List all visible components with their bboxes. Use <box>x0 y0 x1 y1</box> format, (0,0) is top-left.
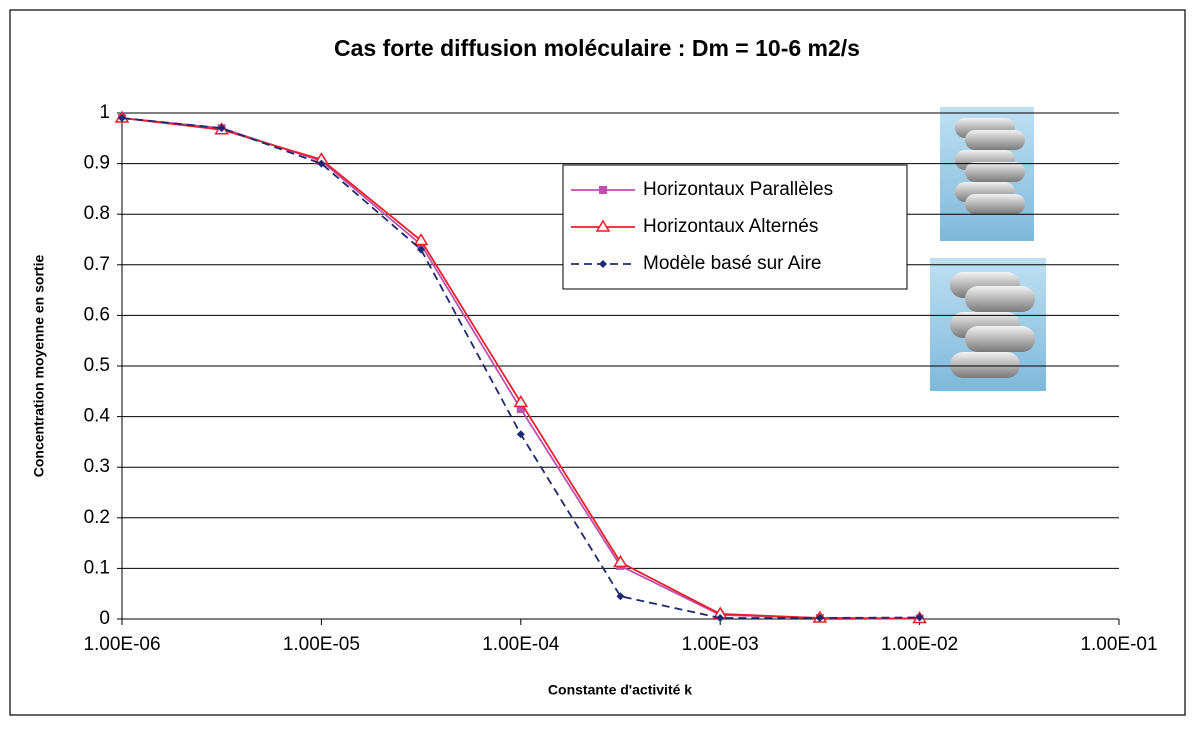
y-tick-label: 0.2 <box>84 507 110 528</box>
y-tick-label: 0.7 <box>84 254 110 275</box>
y-tick-label: 0.9 <box>84 153 110 174</box>
marker <box>516 405 525 414</box>
y-tick-label: 0.1 <box>84 557 110 578</box>
y-tick-label: 1 <box>99 102 110 123</box>
marker <box>217 124 226 133</box>
legend-marker <box>599 186 607 194</box>
y-tick-label: 0.5 <box>84 355 110 376</box>
marker <box>417 245 426 254</box>
marker <box>815 613 824 622</box>
x-tick-label: 1.00E-02 <box>881 634 958 655</box>
x-tick-label: 1.00E-04 <box>482 634 560 655</box>
legend-label: Horizontaux Alternés <box>643 216 818 237</box>
marker <box>616 592 625 601</box>
y-tick-label: 0 <box>99 608 110 629</box>
y-tick-label: 0.8 <box>84 203 110 224</box>
legend-marker <box>599 260 607 268</box>
marker <box>317 159 326 168</box>
marker <box>413 233 429 246</box>
x-tick-label: 1.00E-06 <box>83 634 160 655</box>
series <box>118 114 924 622</box>
y-tick-label: 0.3 <box>84 456 110 477</box>
legend: Horizontaux Parallèles Horizontaux Altern… <box>562 164 908 290</box>
marker <box>613 554 628 568</box>
x-tick-label: 1.00E-03 <box>682 634 759 655</box>
y-tick-label: 0.4 <box>84 406 111 427</box>
marker <box>716 613 725 622</box>
x-axis-label: Constante d'activité k <box>548 682 692 698</box>
legend-label: Modèle basé sur Aire <box>643 253 822 274</box>
y-axis-label: Concentration moyenne en sortie <box>31 255 47 478</box>
x-tick-label: 1.00E-01 <box>1080 634 1157 655</box>
marker <box>915 613 924 622</box>
illustration-alternate <box>930 258 1046 391</box>
marker <box>513 394 529 408</box>
x-tick-label: 1.00E-05 <box>283 634 360 655</box>
chart-title: Cas forte diffusion moléculaire : Dm = 1… <box>334 35 860 61</box>
marker <box>516 430 525 439</box>
legend-label: Horizontaux Parallèles <box>643 179 833 200</box>
legend-marker <box>595 219 611 232</box>
y-tick-label: 0.6 <box>84 304 110 325</box>
marker <box>118 114 126 123</box>
illustration-parallel <box>940 107 1034 241</box>
